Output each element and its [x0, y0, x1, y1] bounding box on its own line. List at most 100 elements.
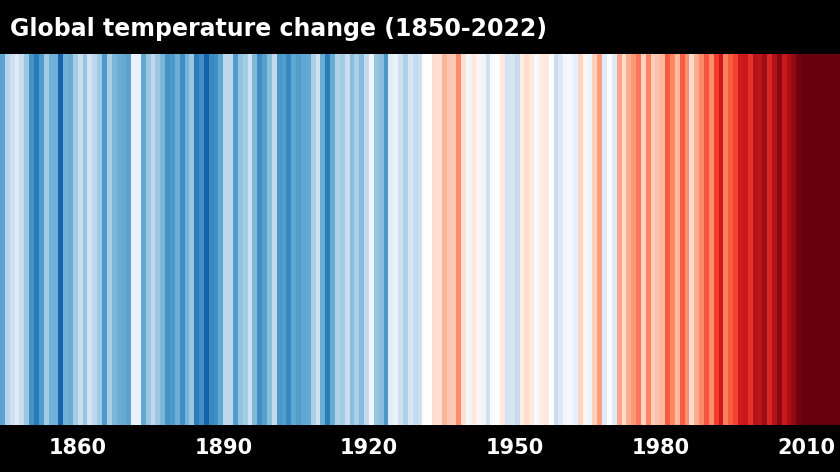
- Bar: [5, 54, 10, 425]
- Bar: [772, 54, 777, 425]
- Bar: [297, 54, 301, 425]
- Bar: [24, 54, 29, 425]
- Bar: [777, 54, 782, 425]
- Bar: [791, 54, 796, 425]
- Bar: [811, 54, 816, 425]
- Bar: [753, 54, 758, 425]
- Bar: [583, 54, 587, 425]
- Bar: [801, 54, 806, 425]
- Bar: [636, 54, 641, 425]
- Bar: [432, 54, 437, 425]
- Bar: [155, 54, 160, 425]
- Bar: [360, 54, 365, 425]
- Bar: [835, 54, 840, 425]
- Bar: [543, 54, 549, 425]
- Bar: [515, 54, 519, 425]
- Bar: [170, 54, 175, 425]
- Bar: [442, 54, 447, 425]
- Bar: [276, 54, 281, 425]
- Bar: [223, 54, 228, 425]
- Bar: [690, 54, 695, 425]
- Bar: [107, 54, 112, 425]
- Bar: [670, 54, 675, 425]
- Bar: [782, 54, 786, 425]
- Bar: [233, 54, 238, 425]
- Bar: [486, 54, 491, 425]
- Bar: [281, 54, 286, 425]
- Bar: [388, 54, 393, 425]
- Bar: [627, 54, 631, 425]
- Bar: [354, 54, 360, 425]
- Bar: [102, 54, 107, 425]
- Bar: [417, 54, 423, 425]
- Bar: [349, 54, 354, 425]
- Bar: [496, 54, 500, 425]
- Bar: [826, 54, 830, 425]
- Bar: [549, 54, 554, 425]
- Bar: [398, 54, 403, 425]
- Bar: [447, 54, 452, 425]
- Bar: [796, 54, 801, 425]
- Bar: [97, 54, 102, 425]
- Bar: [461, 54, 466, 425]
- Bar: [534, 54, 539, 425]
- Bar: [524, 54, 529, 425]
- Bar: [456, 54, 461, 425]
- Bar: [437, 54, 442, 425]
- Bar: [665, 54, 670, 425]
- Bar: [714, 54, 718, 425]
- Bar: [559, 54, 564, 425]
- Bar: [821, 54, 826, 425]
- Bar: [291, 54, 297, 425]
- Bar: [321, 54, 325, 425]
- Bar: [77, 54, 82, 425]
- Text: 1950: 1950: [486, 438, 543, 458]
- Bar: [573, 54, 578, 425]
- Bar: [408, 54, 412, 425]
- Text: 1860: 1860: [49, 438, 107, 458]
- Bar: [578, 54, 583, 425]
- Bar: [150, 54, 155, 425]
- Bar: [39, 54, 44, 425]
- Bar: [704, 54, 709, 425]
- Bar: [568, 54, 573, 425]
- Bar: [412, 54, 417, 425]
- Bar: [131, 54, 136, 425]
- Bar: [646, 54, 651, 425]
- Bar: [82, 54, 87, 425]
- Bar: [728, 54, 733, 425]
- Bar: [675, 54, 680, 425]
- Bar: [34, 54, 39, 425]
- Bar: [365, 54, 369, 425]
- Bar: [49, 54, 54, 425]
- Bar: [564, 54, 568, 425]
- Bar: [758, 54, 763, 425]
- Bar: [622, 54, 627, 425]
- Bar: [145, 54, 150, 425]
- Bar: [286, 54, 291, 425]
- Bar: [0, 54, 5, 425]
- Bar: [68, 54, 73, 425]
- Bar: [267, 54, 272, 425]
- Bar: [709, 54, 714, 425]
- Bar: [126, 54, 131, 425]
- Bar: [480, 54, 486, 425]
- Bar: [117, 54, 122, 425]
- Bar: [607, 54, 612, 425]
- Bar: [685, 54, 690, 425]
- Text: Global temperature change (1850-2022): Global temperature change (1850-2022): [10, 17, 547, 41]
- Bar: [452, 54, 456, 425]
- Bar: [763, 54, 767, 425]
- Text: 1890: 1890: [194, 438, 252, 458]
- Bar: [733, 54, 738, 425]
- Bar: [592, 54, 597, 425]
- Bar: [743, 54, 748, 425]
- Bar: [423, 54, 428, 425]
- Bar: [491, 54, 496, 425]
- Bar: [529, 54, 534, 425]
- Bar: [723, 54, 728, 425]
- Bar: [122, 54, 126, 425]
- Bar: [475, 54, 480, 425]
- Bar: [830, 54, 835, 425]
- Bar: [718, 54, 723, 425]
